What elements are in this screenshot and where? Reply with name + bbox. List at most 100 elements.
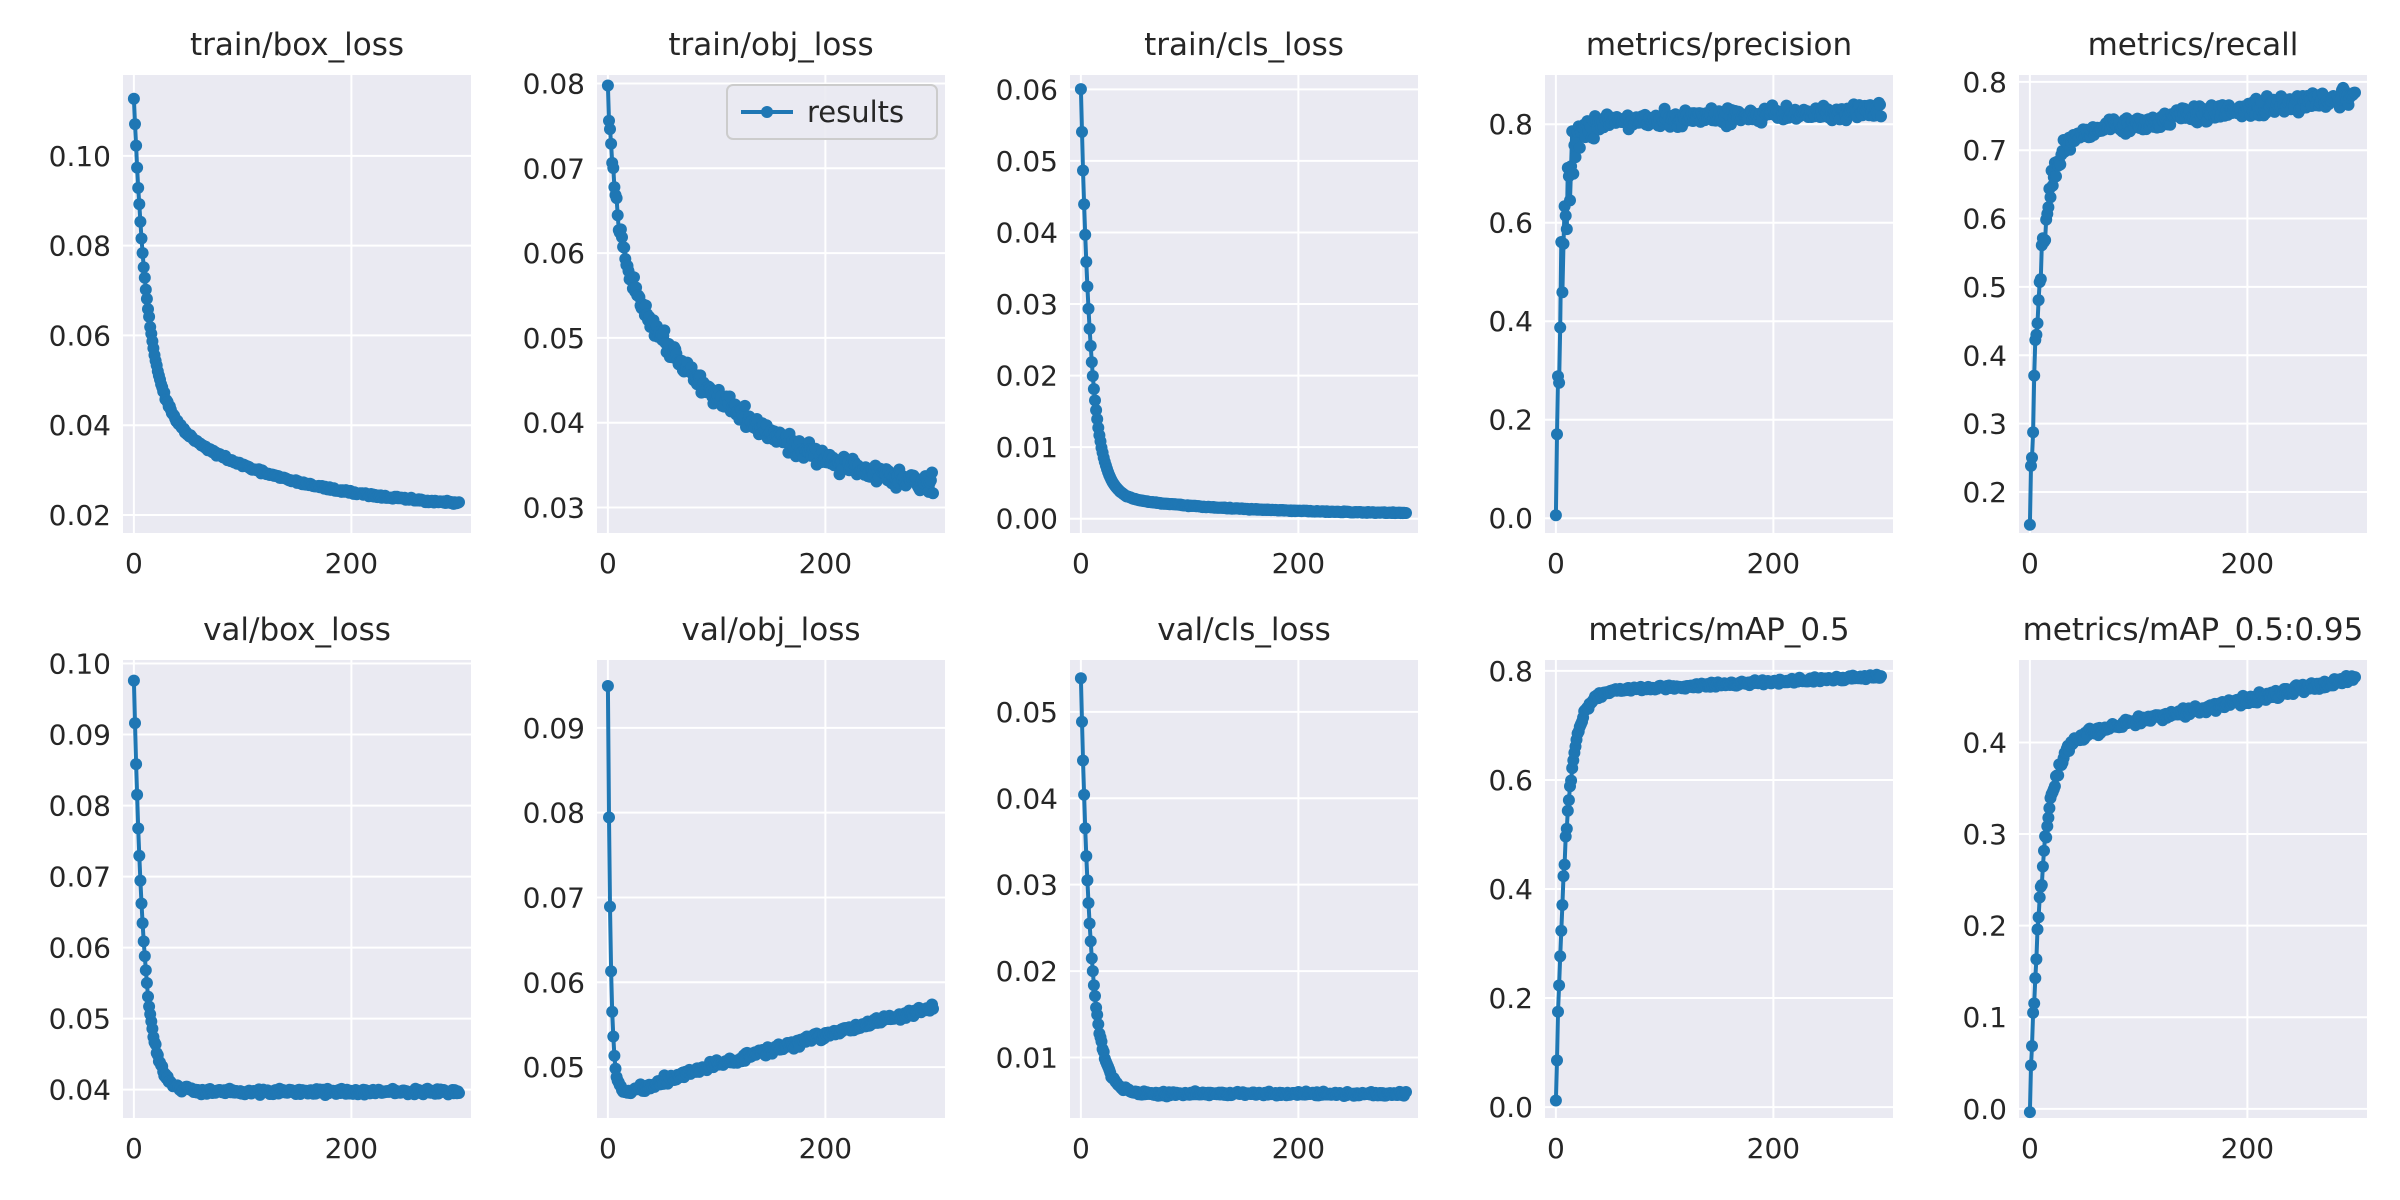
chart-panel-9: 0.0 0.2 0.4 0.6 0.8 0 200 metrics/mAP_0.5 bbox=[1488, 612, 1893, 1165]
data-point bbox=[607, 1030, 620, 1043]
y-tick-label: 0.7 bbox=[1962, 134, 2007, 167]
data-point bbox=[1558, 858, 1571, 871]
chart-panel-5: 0.2 0.3 0.4 0.5 0.6 0.7 0.8 0 200 metrics/recall bbox=[1962, 27, 2367, 580]
data-point bbox=[2054, 158, 2067, 171]
data-point bbox=[1087, 979, 1100, 992]
y-tick-label: 0.10 bbox=[49, 648, 111, 681]
data-point bbox=[601, 680, 614, 692]
data-point bbox=[1082, 897, 1095, 909]
panel-title: metrics/mAP_0.5 bbox=[1588, 612, 1849, 648]
data-point bbox=[129, 717, 141, 730]
y-tick-label: 0.08 bbox=[523, 67, 585, 100]
data-point bbox=[1083, 917, 1096, 930]
data-point bbox=[1573, 141, 1586, 154]
y-tick-label: 0.8 bbox=[1488, 108, 1533, 141]
x-tick-label: 200 bbox=[1272, 547, 1325, 580]
y-tick-label: 0.8 bbox=[1488, 655, 1533, 688]
data-point bbox=[2038, 844, 2050, 857]
x-tick-label: 200 bbox=[1272, 1132, 1325, 1165]
panel-title: train/box_loss bbox=[190, 27, 404, 63]
y-tick-label: 0.04 bbox=[49, 409, 111, 442]
y-tick-label: 0.8 bbox=[1962, 66, 2007, 99]
panel-title: train/cls_loss bbox=[1144, 27, 1344, 63]
data-point bbox=[2039, 234, 2052, 247]
data-point bbox=[1556, 899, 1569, 911]
data-point bbox=[658, 324, 671, 337]
y-tick-label: 0.0 bbox=[1488, 1091, 1533, 1124]
x-tick-label: 200 bbox=[799, 1132, 852, 1165]
data-point bbox=[618, 241, 631, 254]
y-tick-label: 0.6 bbox=[1488, 764, 1533, 797]
plot-area bbox=[1070, 660, 1418, 1118]
data-point bbox=[1079, 228, 1092, 241]
data-point bbox=[140, 292, 153, 305]
x-tick-label: 0 bbox=[1072, 547, 1090, 580]
data-point bbox=[2032, 911, 2045, 924]
y-tick-label: 0.4 bbox=[1962, 339, 2007, 372]
x-tick-label: 0 bbox=[2021, 1132, 2039, 1165]
x-tick-label: 0 bbox=[2021, 547, 2039, 580]
data-point bbox=[2027, 426, 2040, 439]
y-tick-label: 0.05 bbox=[523, 1051, 585, 1084]
data-point bbox=[2033, 891, 2046, 904]
data-point bbox=[1400, 1086, 1412, 1098]
data-point bbox=[132, 822, 145, 835]
data-point bbox=[604, 123, 616, 136]
data-point bbox=[136, 917, 149, 930]
y-tick-label: 0.02 bbox=[49, 499, 111, 532]
data-point bbox=[1560, 822, 1573, 835]
panel-title: val/obj_loss bbox=[681, 612, 860, 648]
y-tick-label: 0.09 bbox=[523, 712, 585, 745]
data-point bbox=[1557, 237, 1570, 250]
data-point bbox=[1557, 870, 1570, 883]
data-point bbox=[143, 310, 156, 323]
data-point bbox=[2044, 191, 2057, 204]
data-point bbox=[1084, 935, 1097, 948]
data-point bbox=[2036, 860, 2049, 873]
data-point bbox=[1549, 1094, 1562, 1107]
data-point bbox=[1556, 286, 1569, 299]
data-point bbox=[1080, 850, 1093, 863]
x-tick-label: 200 bbox=[1747, 547, 1800, 580]
data-point bbox=[1076, 715, 1088, 728]
data-point bbox=[1559, 209, 1572, 222]
chart-panel-6: 0.04 0.05 0.06 0.07 0.08 0.09 0.10 0 200 val/box_… bbox=[49, 612, 471, 1165]
data-point bbox=[2052, 769, 2065, 782]
data-point bbox=[1551, 1054, 1563, 1067]
data-point bbox=[130, 758, 143, 771]
data-point bbox=[2028, 997, 2041, 1010]
data-point bbox=[2349, 86, 2361, 99]
y-tick-label: 0.08 bbox=[49, 230, 111, 263]
data-point bbox=[136, 247, 149, 259]
y-tick-label: 0.6 bbox=[1962, 203, 2007, 236]
data-point bbox=[139, 283, 152, 296]
x-tick-label: 0 bbox=[1547, 1132, 1565, 1165]
data-point bbox=[1079, 822, 1092, 835]
y-tick-label: 0.03 bbox=[996, 869, 1058, 902]
legend-box bbox=[726, 84, 938, 140]
legend: results bbox=[726, 84, 938, 140]
plot-area bbox=[597, 660, 945, 1118]
y-tick-label: 0.08 bbox=[49, 790, 111, 823]
data-point bbox=[2042, 811, 2055, 824]
data-point bbox=[2023, 518, 2036, 531]
y-tick-label: 0.2 bbox=[1962, 476, 2007, 509]
data-point bbox=[1567, 167, 1580, 180]
data-point bbox=[1564, 194, 1576, 207]
data-point bbox=[610, 192, 623, 205]
data-point bbox=[1875, 670, 1887, 683]
data-point bbox=[127, 674, 140, 687]
data-point bbox=[2027, 1006, 2040, 1019]
data-point bbox=[129, 118, 141, 131]
x-tick-label: 200 bbox=[325, 547, 378, 580]
panel-title: metrics/recall bbox=[2088, 27, 2299, 63]
data-point bbox=[1875, 110, 1887, 123]
panel-title: val/box_loss bbox=[203, 612, 391, 648]
data-point bbox=[1553, 376, 1566, 389]
data-point bbox=[1555, 924, 1568, 937]
panel-title: metrics/precision bbox=[1586, 27, 1852, 63]
y-tick-label: 0.04 bbox=[996, 782, 1058, 815]
data-point bbox=[1082, 302, 1095, 315]
data-point bbox=[138, 271, 151, 284]
